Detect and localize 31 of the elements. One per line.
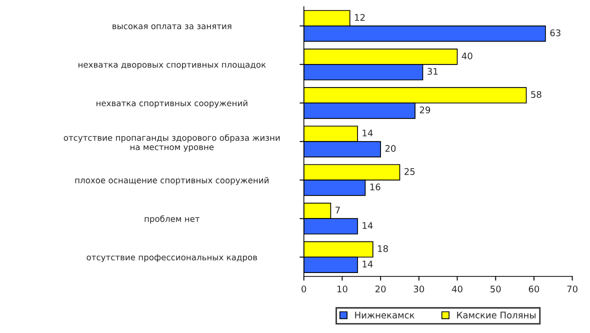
data-label: 25: [404, 168, 415, 175]
data-label: 20: [385, 145, 396, 152]
data-label: 14: [362, 260, 373, 268]
data-label: 12: [355, 14, 365, 21]
legend-label: Нижнекамск: [355, 312, 414, 318]
data-label: 31: [428, 68, 438, 75]
data-label: 14: [362, 222, 373, 229]
y-tick-label: проблем нет: [144, 215, 200, 224]
x-tick-label: 0: [302, 286, 306, 292]
data-label: 18: [378, 245, 388, 252]
data-label: 29: [420, 106, 430, 114]
x-tick-label: 60: [528, 286, 540, 292]
x-tick-label: 50: [490, 286, 501, 292]
x-tick-label: 20: [375, 286, 386, 292]
data-label: 58: [531, 91, 542, 98]
y-tick-label: нехватка спортивных сооружений: [96, 100, 248, 108]
y-tick-label: отсутствие профессиональных кадров: [86, 254, 258, 262]
data-label: 63: [550, 29, 560, 36]
y-tick-label: нехватка дворовых спортивных площадок: [78, 62, 266, 70]
x-tick-label: 30: [414, 286, 424, 292]
x-tick-label: 70: [567, 286, 578, 292]
data-label: 16: [370, 184, 380, 190]
data-label: 40: [462, 52, 472, 60]
legend-label: Камские Поляны: [457, 312, 536, 318]
y-tick-label: высокая оплата за занятия: [112, 24, 232, 30]
y-tick-label: плохое оснащение спортивных сооружений: [75, 176, 268, 185]
x-tick-label: 40: [452, 286, 462, 292]
data-label: 14: [362, 130, 373, 136]
y-tick-label: отсутствие пропаганды здорового образа жизни на местном уровне: [64, 134, 280, 152]
x-tick-label: 10: [337, 286, 348, 292]
data-label: 7: [336, 206, 340, 214]
